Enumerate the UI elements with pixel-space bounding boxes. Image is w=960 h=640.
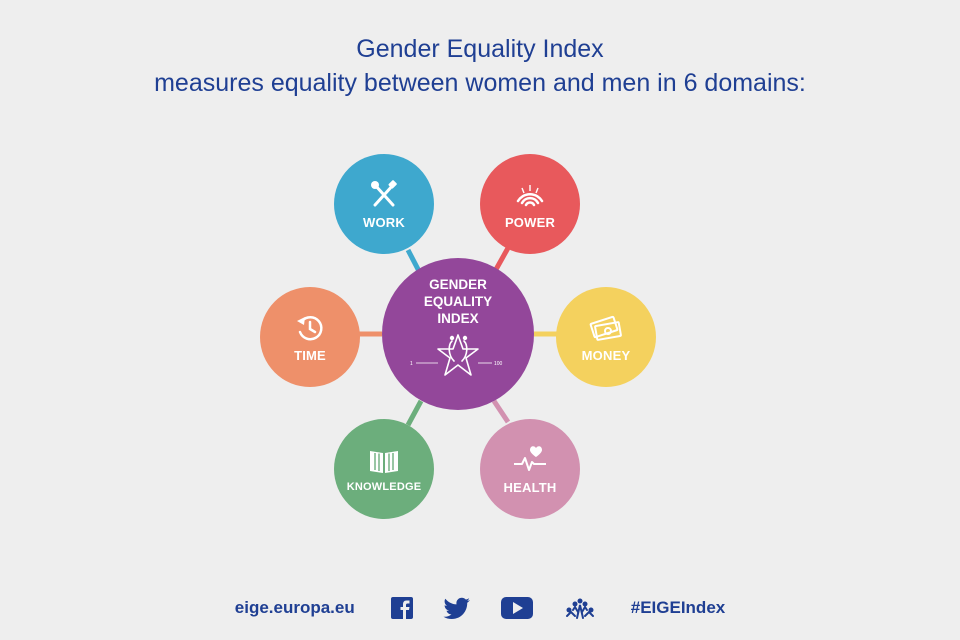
domain-power: POWER <box>480 154 580 254</box>
svg-text:1: 1 <box>410 361 413 367</box>
eige-logo-icon[interactable] <box>563 596 597 620</box>
clock-icon <box>297 315 323 340</box>
domain-label: KNOWLEDGE <box>346 481 422 493</box>
star-figures-emblem: 1 100 <box>410 333 503 376</box>
domain-label: HEALTH <box>503 479 557 495</box>
domain-label: POWER <box>504 214 556 230</box>
center-index-circle: GENDER EQUALITY INDEX 1 100 <box>382 258 534 410</box>
heartbeat-icon <box>514 445 546 471</box>
domain-label: MONEY <box>581 347 631 363</box>
connector-health <box>491 399 511 424</box>
footer: eige.europa.eu <box>0 594 960 622</box>
svg-text:100: 100 <box>494 361 503 367</box>
facebook-icon[interactable] <box>390 597 413 619</box>
twitter-icon[interactable] <box>443 597 471 619</box>
domain-knowledge: KNOWLEDGE <box>334 419 434 519</box>
page-title: Gender Equality Index <box>356 35 604 63</box>
hashtag[interactable]: #EIGEIndex <box>630 598 726 617</box>
signal-icon <box>516 184 544 206</box>
domain-time: TIME <box>260 287 360 387</box>
tools-icon <box>371 179 397 206</box>
connector-knowledge <box>405 399 424 427</box>
page-subtitle: measures equality between women and men … <box>154 69 806 97</box>
money-icon <box>589 315 622 341</box>
youtube-icon[interactable] <box>500 597 533 619</box>
domain-label: TIME <box>294 347 326 363</box>
website-link[interactable]: eige.europa.eu <box>234 598 355 617</box>
book-icon <box>370 451 398 473</box>
domain-label: WORK <box>363 214 405 230</box>
domain-money: MONEY <box>556 287 656 387</box>
domain-health: HEALTH <box>480 419 580 519</box>
center-title: GENDER EQUALITY INDEX <box>423 276 493 326</box>
domain-work: WORK <box>334 154 434 254</box>
